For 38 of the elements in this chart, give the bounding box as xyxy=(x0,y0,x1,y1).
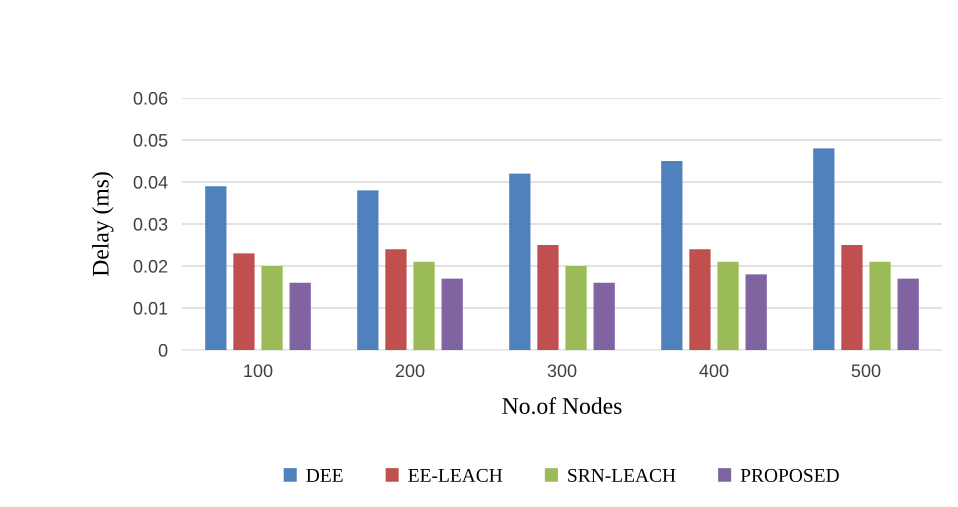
bar xyxy=(717,262,739,350)
y-tick-label: 0.05 xyxy=(134,134,168,147)
bar xyxy=(746,274,767,350)
legend-label: DEE xyxy=(306,469,343,482)
x-axis-title: No.of Nodes xyxy=(502,397,622,414)
legend-label: SRN-LEACH xyxy=(568,468,676,482)
bar xyxy=(261,266,283,350)
bar xyxy=(537,245,559,350)
bar xyxy=(509,174,530,350)
y-tick-label: 0.04 xyxy=(134,176,168,189)
bar xyxy=(594,282,615,350)
bar xyxy=(689,249,711,350)
x-tick-label: 200 xyxy=(396,364,424,378)
bar xyxy=(841,245,863,350)
x-tick-label: 300 xyxy=(548,364,576,378)
bar xyxy=(413,262,435,350)
bar xyxy=(813,148,834,350)
y-tick-label: 0.06 xyxy=(134,92,168,105)
bar xyxy=(565,266,587,350)
y-tick-label: 0.01 xyxy=(134,302,168,315)
bar xyxy=(205,186,226,350)
x-tick-label: 500 xyxy=(852,364,880,378)
bar xyxy=(357,190,378,350)
bar xyxy=(869,262,891,350)
y-axis-title: Delay (ms) xyxy=(92,172,114,276)
bar xyxy=(385,249,407,350)
x-tick-label: 400 xyxy=(699,364,728,378)
bar xyxy=(290,282,311,350)
bar xyxy=(442,278,463,350)
x-tick-label: 100 xyxy=(244,364,272,378)
bar xyxy=(898,278,919,350)
bar xyxy=(661,161,682,350)
legend-label: PROPOSED xyxy=(740,468,839,482)
y-tick-label: 0 xyxy=(158,344,168,357)
y-tick-label: 0.03 xyxy=(134,218,168,231)
bar xyxy=(233,253,255,350)
legend-label: EE-LEACH xyxy=(408,468,502,482)
y-tick-label: 0.02 xyxy=(134,260,168,273)
